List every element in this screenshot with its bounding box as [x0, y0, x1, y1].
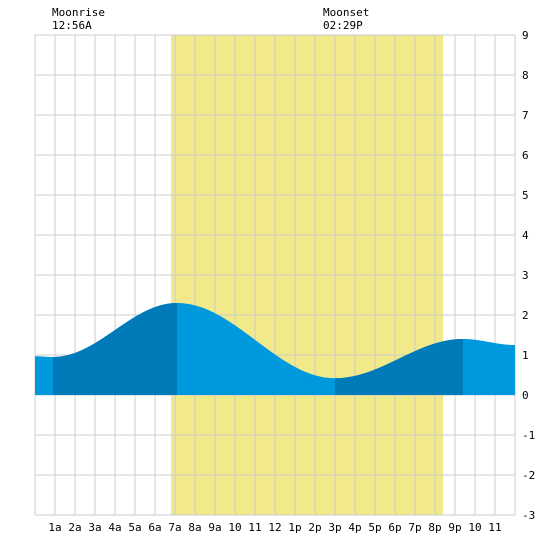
y-tick-labels: -3 -2 -1 0 1 2 3 4 5 6 7 8 9 — [522, 29, 535, 522]
x-tick-label: 2a — [68, 521, 81, 534]
tide-area-rising — [335, 339, 463, 395]
x-tick-label: 5p — [368, 521, 381, 534]
y-tick-label: 9 — [522, 29, 529, 42]
tide-area-layer — [35, 303, 515, 395]
x-tick-label: 4p — [348, 521, 361, 534]
x-tick-label: 7a — [168, 521, 181, 534]
x-tick-label: 12 — [268, 521, 281, 534]
x-tick-label: 10 — [468, 521, 481, 534]
x-tick-label: 6p — [388, 521, 401, 534]
x-tick-label: 6a — [148, 521, 161, 534]
x-tick-label: 11 — [488, 521, 501, 534]
x-tick-label: 1p — [288, 521, 301, 534]
y-tick-label: 2 — [522, 309, 529, 322]
x-tick-label: 2p — [308, 521, 321, 534]
y-tick-label: 6 — [522, 149, 529, 162]
x-tick-labels: 1a 2a 3a 4a 5a 6a 7a 8a 9a 10 11 12 1p 2p 3p 4p 5p 6p 7p 8p… — [48, 521, 501, 534]
moonrise-label: Moonrise — [52, 6, 105, 19]
grid-layer — [34, 34, 516, 516]
x-tick-label: 10 — [228, 521, 241, 534]
x-tick-label: 8p — [428, 521, 441, 534]
y-tick-label: -2 — [522, 469, 535, 482]
x-tick-label: 3a — [88, 521, 101, 534]
y-tick-label: 3 — [522, 269, 529, 282]
x-tick-label: 1a — [48, 521, 61, 534]
tide-area-rising — [53, 303, 177, 395]
y-tick-label: 8 — [522, 69, 529, 82]
moonset-time: 02:29P — [323, 19, 363, 32]
y-tick-label: 0 — [522, 389, 529, 402]
x-tick-label: 9a — [208, 521, 221, 534]
moonset-label: Moonset — [323, 6, 369, 19]
moonrise-time: 12:56A — [52, 19, 92, 32]
x-tick-label: 7p — [408, 521, 421, 534]
x-tick-label: 11 — [248, 521, 261, 534]
y-tick-label: 7 — [522, 109, 529, 122]
y-tick-label: 4 — [522, 229, 529, 242]
x-tick-label: 9p — [448, 521, 461, 534]
x-tick-label: 8a — [188, 521, 201, 534]
y-tick-label: -1 — [522, 429, 535, 442]
y-tick-label: -3 — [522, 509, 535, 522]
x-tick-label: 3p — [328, 521, 341, 534]
x-tick-label: 5a — [128, 521, 141, 534]
x-tick-label: 4a — [108, 521, 121, 534]
y-tick-label: 5 — [522, 189, 529, 202]
y-tick-label: 1 — [522, 349, 529, 362]
